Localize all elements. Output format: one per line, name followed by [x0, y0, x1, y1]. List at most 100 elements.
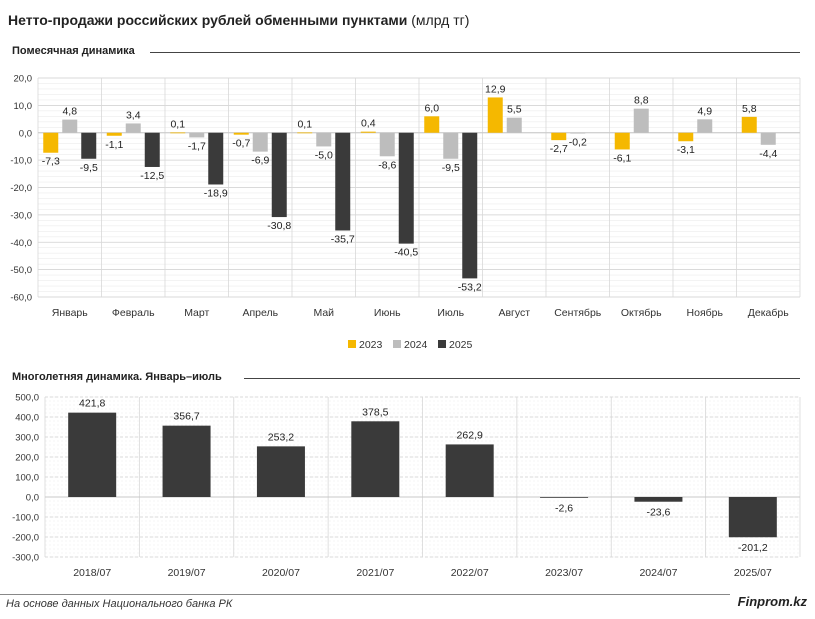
- bar-2025: [81, 132, 97, 159]
- bar-2023: [297, 132, 313, 134]
- footer-divider: [0, 594, 730, 595]
- chart-title-text: Нетто-продажи российских рублей обменным…: [8, 12, 408, 28]
- y-tick-label: -60,0: [10, 293, 32, 304]
- section-title-monthly: Помесячная динамика: [12, 45, 135, 57]
- x-tick-label: Июнь: [374, 307, 401, 319]
- bar: [351, 421, 400, 497]
- y-tick-label: 10,0: [14, 101, 33, 112]
- x-tick-label: Август: [498, 307, 530, 319]
- multiyear-chart: 500,0 400,0 300,0 200,0 100,0 0,0 -100,0 -200,0…: [12, 393, 801, 579]
- y-tick-label: 100,0: [15, 473, 39, 484]
- bar-2025: [271, 132, 287, 218]
- x-tick-label: Февраль: [112, 307, 155, 319]
- x-tick-label: Январь: [52, 307, 89, 319]
- data-label: -0,2: [569, 136, 587, 148]
- data-label: -0,7: [232, 138, 250, 150]
- legend-label-2024: 2024: [404, 339, 428, 351]
- data-label: -8,6: [378, 159, 396, 171]
- bar-2023: [106, 132, 122, 136]
- bar-2025: [335, 132, 351, 231]
- y-tick-label: -100,0: [12, 513, 39, 524]
- data-label: 4,9: [697, 105, 712, 117]
- data-label: -12,5: [140, 170, 164, 182]
- bar-2023: [43, 132, 59, 153]
- section-title-multiyear: Многолетняя динамика. Январь–июль: [12, 371, 222, 383]
- bar-2024: [443, 132, 459, 159]
- x-tick-label: 2019/07: [168, 567, 206, 579]
- data-label: -23,6: [646, 507, 670, 519]
- data-label: 253,2: [268, 431, 294, 443]
- bar-2023: [487, 97, 503, 133]
- x-tick-label: 2022/07: [451, 567, 489, 579]
- data-label: -53,2: [458, 281, 482, 293]
- x-tick-label: 2020/07: [262, 567, 300, 579]
- x-tick-label: Март: [184, 307, 209, 319]
- data-label: -7,3: [42, 156, 60, 168]
- data-label: -9,5: [442, 162, 460, 174]
- bar-2024: [379, 132, 395, 157]
- data-label: 6,0: [424, 102, 439, 114]
- bar-2025: [462, 132, 478, 279]
- legend-label-2025: 2025: [449, 339, 473, 351]
- bar-2024: [506, 117, 522, 133]
- bar-2023: [170, 132, 186, 134]
- legend-swatch-2023: [348, 340, 356, 348]
- bar-2024: [570, 132, 586, 134]
- y-tick-label: 0,0: [26, 493, 39, 504]
- x-tick-label: 2024/07: [639, 567, 677, 579]
- data-label: -1,7: [188, 140, 206, 152]
- x-tick-label: Октябрь: [621, 307, 662, 319]
- data-label: 4,8: [62, 106, 77, 118]
- x-tick-label: Ноябрь: [687, 307, 724, 319]
- legend-swatch-2024: [393, 340, 401, 348]
- y-tick-label: 200,0: [15, 453, 39, 464]
- data-label: 356,7: [173, 411, 199, 423]
- bar-2023: [551, 132, 567, 141]
- chart-unit: (млрд тг): [411, 12, 470, 28]
- y-tick-label: 20,0: [14, 74, 33, 85]
- data-label: -18,9: [204, 187, 228, 199]
- bar-2024: [316, 132, 332, 147]
- data-label: -30,8: [267, 220, 291, 232]
- data-label: -5,0: [315, 149, 333, 161]
- bar: [445, 444, 494, 497]
- y-tick-label: 500,0: [15, 393, 39, 404]
- monthly-chart: 20,0 10,0 0,0 -10,0 -20,0 -30,0 -40,0 -50,0 -60,…: [10, 74, 801, 351]
- bar-2024: [633, 108, 649, 133]
- bar-2024: [189, 132, 205, 138]
- y-tick-label: 300,0: [15, 433, 39, 444]
- x-tick-label: Май: [313, 307, 334, 319]
- data-label: -35,7: [331, 233, 355, 245]
- x-tick-label: Июль: [437, 307, 464, 319]
- x-tick-label: Сентябрь: [554, 307, 602, 319]
- bar-2024: [62, 119, 78, 133]
- x-tick-label: 2018/07: [73, 567, 111, 579]
- x-tick-label: 2021/07: [356, 567, 394, 579]
- bar-2023: [424, 116, 440, 133]
- y-tick-label: -40,0: [10, 238, 32, 249]
- footer-brand: Finprom.kz: [737, 594, 807, 609]
- bar: [256, 446, 305, 497]
- x-tick-label: Декабрь: [748, 307, 789, 319]
- bar-2025: [398, 132, 414, 244]
- bar-2025: [208, 132, 224, 185]
- bar-2024: [125, 123, 141, 133]
- data-label: 0,4: [361, 118, 376, 130]
- y-tick-label: -20,0: [10, 183, 32, 194]
- data-label: -201,2: [738, 542, 768, 554]
- data-label: 0,1: [170, 118, 185, 130]
- section-divider-monthly: [150, 52, 800, 53]
- chart-title: Нетто-продажи российских рублей обменным…: [8, 12, 469, 28]
- bar-2024: [252, 132, 268, 152]
- bar: [162, 425, 211, 497]
- x-tick-label: 2025/07: [734, 567, 772, 579]
- y-tick-label: 400,0: [15, 413, 39, 424]
- y-tick-label: -30,0: [10, 210, 32, 221]
- data-label: 3,4: [126, 109, 141, 121]
- data-label: -1,1: [105, 139, 123, 151]
- y-tick-label: -200,0: [12, 533, 39, 544]
- data-label: 5,8: [742, 103, 757, 115]
- section-divider-multiyear: [244, 378, 800, 379]
- data-label: -3,1: [677, 144, 695, 156]
- data-label: 421,8: [79, 398, 105, 410]
